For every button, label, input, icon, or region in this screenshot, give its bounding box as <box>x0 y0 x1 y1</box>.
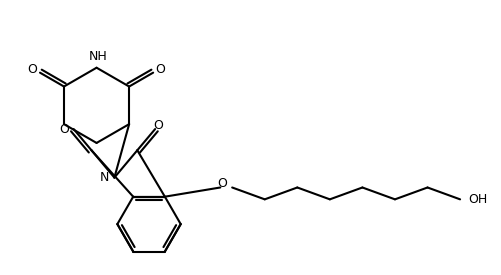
Text: O: O <box>59 123 69 136</box>
Text: O: O <box>153 119 163 132</box>
Text: O: O <box>27 63 37 76</box>
Text: O: O <box>217 177 227 190</box>
Text: OH: OH <box>468 193 487 206</box>
Text: NH: NH <box>89 50 108 63</box>
Text: N: N <box>100 171 109 184</box>
Text: O: O <box>155 63 165 76</box>
